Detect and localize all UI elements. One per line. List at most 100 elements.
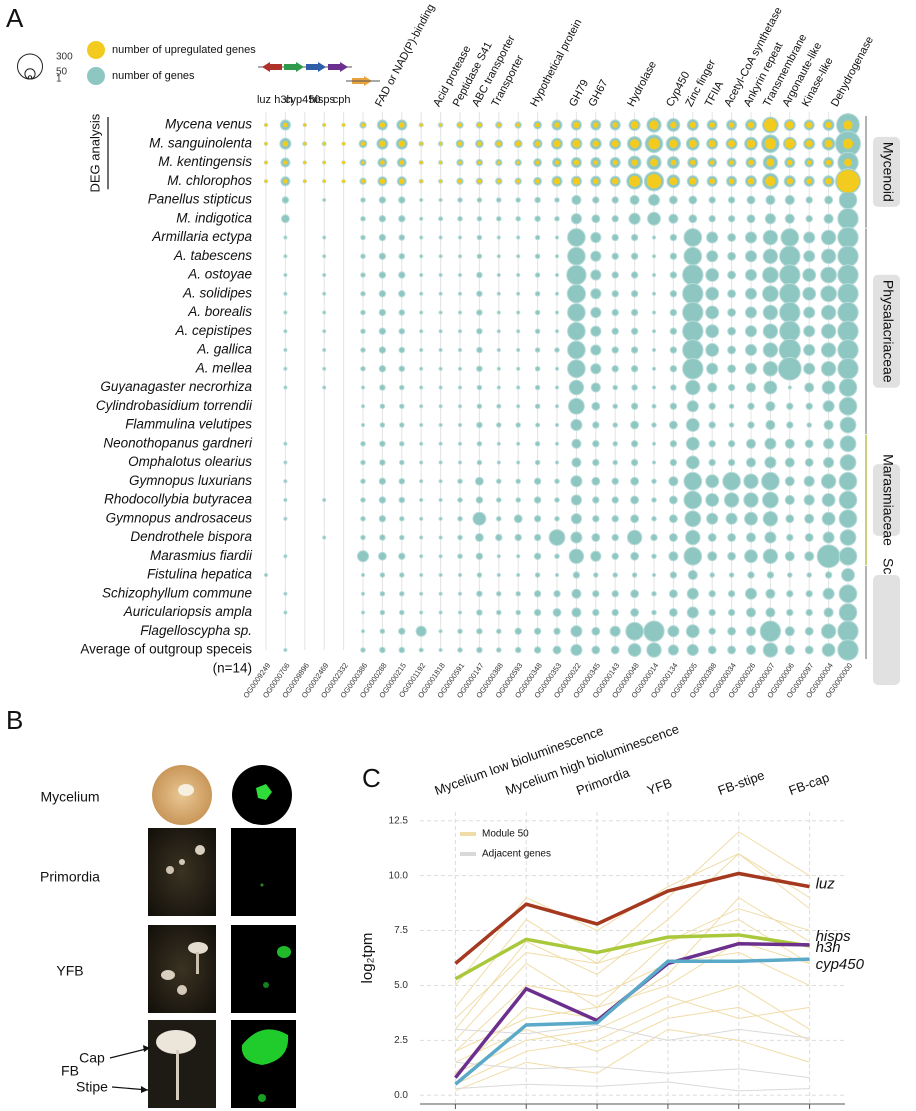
gene-bubble (612, 572, 618, 578)
gene-bubble (804, 551, 815, 562)
row-label: Schizophyllum commune (102, 585, 252, 600)
gene-bubble (438, 479, 443, 484)
row-label: A. mellea (195, 360, 253, 375)
gene-bubble (590, 382, 601, 393)
gene-bubble (419, 479, 424, 484)
gene-bubble (669, 365, 678, 373)
gene-bubble (554, 478, 560, 485)
upregulated-bubble (534, 140, 541, 147)
gene-bubble (457, 272, 463, 278)
gene-bubble (554, 385, 560, 390)
upregulated-bubble (806, 178, 812, 185)
gene-bubble (591, 533, 601, 542)
gene-bubble (611, 590, 619, 598)
upregulated-bubble (554, 122, 560, 128)
gene-bubble (746, 195, 756, 205)
gene-bubble (283, 291, 288, 296)
header-label: Dehydrogenase (829, 35, 876, 109)
gene-bubble (779, 301, 801, 324)
upregulated-bubble (669, 139, 678, 149)
upregulated-bubble (670, 159, 677, 166)
gene-bubble (804, 382, 815, 393)
gene-bubble (762, 342, 779, 358)
upregulated-bubble (399, 122, 405, 128)
upregulated-bubble (824, 139, 833, 148)
gene-bubble (360, 215, 366, 222)
gene-bubble (360, 497, 366, 503)
gene-bubble (419, 216, 424, 221)
gene-bubble (516, 366, 521, 371)
gene-bubble (762, 642, 779, 658)
gene-bubble (438, 291, 443, 296)
gene-bubble (438, 572, 443, 578)
upregulated-bubble (535, 178, 540, 184)
gene-bubble (554, 235, 560, 240)
gene-bubble (571, 438, 582, 449)
gene-bubble (841, 568, 855, 582)
gene-bubble (667, 625, 680, 638)
gene-bubble (630, 551, 640, 561)
gene-bubble (651, 329, 657, 334)
gene-bubble (360, 197, 366, 203)
upregulated-bubble (360, 122, 366, 128)
gene-bubble (706, 231, 719, 244)
gene-bubble (356, 550, 370, 563)
gene-bubble (668, 589, 678, 599)
gene-bubble (534, 196, 541, 204)
gene-bubble (727, 215, 736, 223)
gene-bubble (804, 513, 815, 524)
gene-bubble (496, 385, 501, 390)
background-line (455, 984, 810, 1085)
gene-bubble (820, 266, 838, 284)
gene-bubble (496, 403, 502, 409)
gene-bubble (803, 325, 816, 338)
row-label: A. borealis (187, 304, 252, 319)
gene-bubble (725, 512, 738, 525)
gene-bubble (837, 208, 859, 230)
upregulated-bubble (825, 178, 832, 185)
gene-bubble (570, 625, 583, 638)
gene-bubble (496, 515, 502, 522)
gene-bubble (438, 272, 443, 278)
gene-bubble (475, 552, 484, 560)
upregulated-bubble (611, 178, 619, 185)
background-line (455, 831, 810, 1008)
gene-bubble (707, 551, 718, 562)
gene-bubble (514, 646, 522, 654)
gene-bubble (625, 621, 644, 641)
gene-bubble (805, 590, 813, 598)
legend-label: Adjacent genes (482, 849, 551, 860)
upregulated-bubble (439, 160, 443, 165)
gene-bubble (592, 496, 600, 504)
gene-bubble (761, 491, 779, 509)
gene-bubble (283, 479, 288, 484)
deg-label: DEG analysis (87, 113, 102, 192)
gene-bubble (669, 440, 678, 448)
stage-label: Primordia (40, 869, 100, 885)
row-label: Mycena venus (165, 117, 252, 132)
upregulated-bubble (458, 160, 462, 165)
upregulated-bubble (728, 178, 735, 185)
series-label: hisps (816, 928, 852, 945)
gene-bubble (709, 572, 715, 578)
legend-swatch (460, 832, 476, 836)
gene-bubble (568, 379, 585, 396)
upregulated-bubble (553, 140, 561, 148)
gene-bubble (765, 419, 776, 431)
upregulated-bubble (649, 120, 659, 130)
upregulated-bubble (322, 179, 326, 183)
row-label: Gymnopus luxurians (129, 473, 252, 488)
gene-bubble (553, 590, 561, 598)
gene-bubble (438, 629, 443, 634)
gene-bubble (766, 571, 775, 579)
row-label: M. kentingensis (158, 154, 252, 169)
gene-bubble (643, 620, 665, 642)
upregulated-bubble (612, 122, 618, 128)
gene-bubble (780, 228, 800, 247)
gene-bubble (745, 626, 757, 637)
upregulated-bubble (844, 158, 852, 167)
gene-bubble (820, 323, 837, 339)
gene-bubble (762, 229, 779, 246)
gene-bubble (514, 533, 522, 542)
gene-bubble (611, 271, 619, 279)
